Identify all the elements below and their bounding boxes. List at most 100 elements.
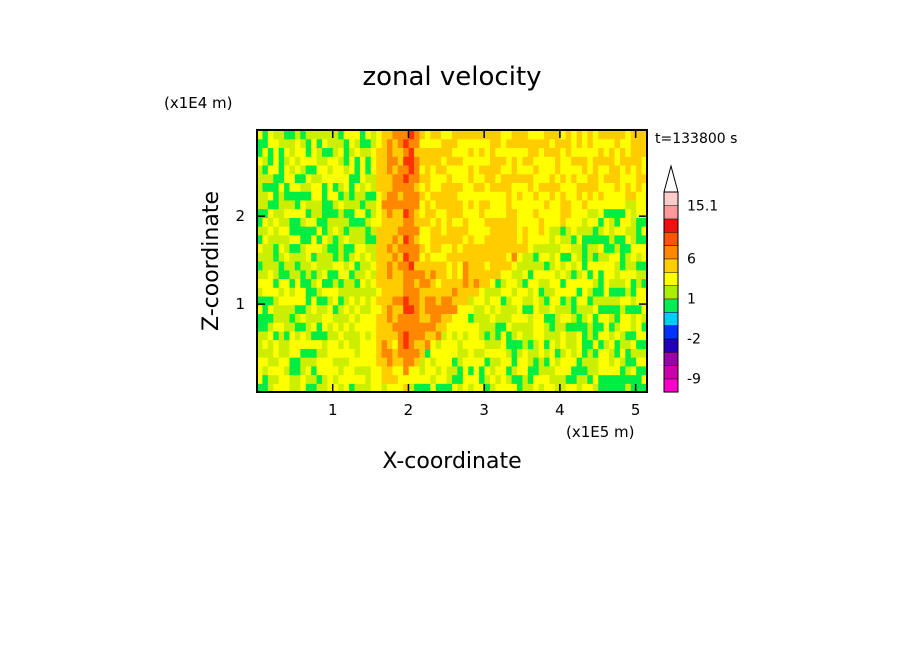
heatmap-cell — [636, 313, 643, 323]
heatmap-cell — [630, 339, 637, 349]
heatmap-cell — [533, 261, 540, 271]
heatmap-cell — [641, 164, 648, 175]
heatmap-cell — [294, 252, 301, 262]
heatmap-cell — [452, 339, 459, 349]
heatmap-cell — [609, 339, 616, 349]
heatmap-cell — [598, 295, 605, 306]
heatmap-cell — [462, 278, 469, 288]
heatmap-cell — [397, 199, 404, 210]
heatmap-cell — [522, 208, 529, 218]
heatmap-cell — [522, 357, 529, 367]
heatmap-cell — [462, 138, 469, 149]
heatmap-cell — [614, 304, 621, 314]
heatmap-cell — [619, 348, 626, 358]
heatmap-cell — [549, 269, 556, 280]
heatmap-cell — [614, 138, 621, 149]
heatmap-cell — [473, 278, 480, 288]
heatmap-cell — [457, 365, 464, 376]
heatmap-cell — [257, 252, 264, 262]
heatmap-cell — [554, 313, 561, 323]
heatmap-cell — [630, 199, 637, 210]
heatmap-cell — [435, 234, 442, 245]
heatmap-cell — [381, 365, 388, 376]
heatmap-cell — [592, 313, 599, 323]
heatmap-cell — [365, 173, 372, 183]
heatmap-cell — [397, 269, 404, 280]
heatmap-cell — [262, 295, 269, 306]
heatmap-cell — [359, 199, 366, 210]
heatmap-cell — [273, 269, 280, 280]
heatmap-cell — [273, 217, 280, 227]
heatmap-cell — [538, 295, 545, 306]
heatmap-cell — [565, 330, 572, 341]
heatmap-cell — [435, 252, 442, 262]
heatmap-cell — [560, 313, 567, 323]
heatmap-cell — [484, 226, 491, 236]
heatmap-cell — [294, 173, 301, 183]
heatmap-cell — [495, 287, 502, 297]
heatmap-cell — [354, 322, 361, 332]
heatmap-cell — [592, 217, 599, 227]
heatmap-cell — [300, 313, 307, 323]
heatmap-cell — [424, 261, 431, 271]
heatmap-cell — [278, 130, 285, 140]
heatmap-cell — [289, 322, 296, 332]
heatmap-cell — [489, 156, 496, 166]
heatmap-cell — [338, 252, 345, 262]
heatmap-cell — [603, 130, 610, 140]
heatmap-cell — [582, 365, 589, 376]
heatmap-cell — [582, 261, 589, 271]
heatmap-cell — [554, 199, 561, 210]
heatmap-cell — [370, 191, 377, 201]
heatmap-cell — [457, 313, 464, 323]
heatmap-cell — [619, 295, 626, 306]
heatmap-cell — [257, 261, 264, 271]
heatmap-cell — [641, 374, 648, 384]
heatmap-cell — [435, 295, 442, 306]
heatmap-cell — [370, 357, 377, 367]
heatmap-cell — [457, 234, 464, 245]
heatmap-cell — [489, 330, 496, 341]
heatmap-cell — [305, 295, 312, 306]
heatmap-cell — [587, 313, 594, 323]
heatmap-cell — [636, 339, 643, 349]
heatmap-cell — [571, 304, 578, 314]
heatmap-cell — [327, 322, 334, 332]
heatmap-cell — [565, 357, 572, 367]
heatmap-cell — [630, 365, 637, 376]
heatmap-cell — [554, 156, 561, 166]
heatmap-cell — [544, 357, 551, 367]
heatmap-cell — [549, 339, 556, 349]
heatmap-cell — [359, 164, 366, 175]
heatmap-cell — [614, 383, 621, 393]
heatmap-cell — [343, 339, 350, 349]
heatmap-cell — [403, 365, 410, 376]
heatmap-cell — [554, 304, 561, 314]
heatmap-cell — [262, 374, 269, 384]
heatmap-cell — [403, 322, 410, 332]
heatmap-cell — [278, 383, 285, 393]
heatmap-cell — [262, 138, 269, 149]
heatmap-cell — [625, 348, 632, 358]
heatmap-cell — [294, 243, 301, 253]
heatmap-cell — [267, 330, 274, 341]
heatmap-cell — [305, 234, 312, 245]
heatmap-cell — [517, 182, 524, 192]
heatmap-cell — [462, 243, 469, 253]
heatmap-cell — [278, 147, 285, 157]
heatmap-cell — [435, 304, 442, 314]
heatmap-cell — [365, 156, 372, 166]
heatmap-cell — [332, 130, 339, 140]
heatmap-cell — [576, 261, 583, 271]
heatmap-cell — [538, 208, 545, 218]
heatmap-cell — [262, 182, 269, 192]
heatmap-cell — [267, 156, 274, 166]
heatmap-cell — [316, 374, 323, 384]
heatmap-cell — [322, 269, 329, 280]
heatmap-cell — [414, 365, 421, 376]
heatmap-cell — [316, 252, 323, 262]
heatmap-cell — [641, 365, 648, 376]
heatmap-cell — [267, 130, 274, 140]
heatmap-cell — [446, 226, 453, 236]
heatmap-cell — [430, 330, 437, 341]
